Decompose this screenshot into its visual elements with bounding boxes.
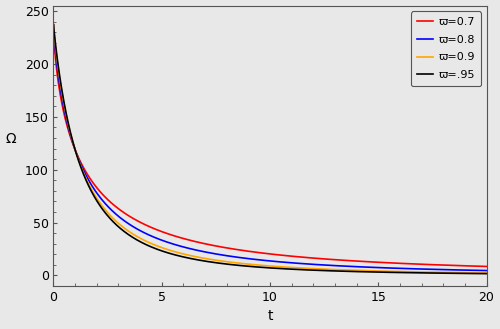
ϖ=0.9 [404, 270, 410, 274]
ϖ=0.9 [76, 161, 82, 165]
ϖ=0.8 [388, 266, 394, 270]
ϖ=0.7 [50, 23, 56, 27]
Line: ϖ=.95: ϖ=.95 [54, 25, 486, 274]
ϖ=0.7 [462, 264, 468, 268]
Line: ϖ=0.7: ϖ=0.7 [54, 25, 486, 266]
Line: ϖ=0.8: ϖ=0.8 [54, 25, 486, 270]
X-axis label: t: t [267, 310, 273, 323]
ϖ=0.7 [76, 158, 82, 162]
ϖ=0.8 [404, 266, 410, 270]
ϖ=.95 [76, 162, 82, 165]
Y-axis label: Ω: Ω [6, 132, 16, 146]
ϖ=0.8 [138, 229, 144, 233]
ϖ=.95 [50, 23, 56, 27]
ϖ=0.9 [433, 270, 439, 274]
ϖ=.95 [138, 240, 144, 244]
ϖ=0.8 [50, 23, 56, 27]
ϖ=.95 [404, 271, 410, 275]
ϖ=0.7 [404, 262, 410, 266]
ϖ=0.8 [462, 268, 468, 272]
ϖ=.95 [484, 272, 490, 276]
ϖ=0.8 [433, 267, 439, 271]
ϖ=0.9 [462, 271, 468, 275]
ϖ=0.7 [484, 265, 490, 268]
ϖ=0.8 [76, 159, 82, 163]
ϖ=0.9 [484, 271, 490, 275]
Legend: ϖ=0.7, ϖ=0.8, ϖ=0.9, ϖ=.95: ϖ=0.7, ϖ=0.8, ϖ=0.9, ϖ=.95 [411, 11, 481, 86]
ϖ=0.7 [433, 263, 439, 267]
ϖ=.95 [433, 271, 439, 275]
ϖ=0.7 [138, 221, 144, 225]
ϖ=0.7 [388, 261, 394, 265]
ϖ=0.9 [388, 269, 394, 273]
ϖ=.95 [462, 271, 468, 275]
ϖ=0.9 [50, 23, 56, 27]
Line: ϖ=0.9: ϖ=0.9 [54, 25, 486, 273]
ϖ=0.8 [484, 268, 490, 272]
ϖ=0.9 [138, 237, 144, 240]
ϖ=.95 [388, 270, 394, 274]
